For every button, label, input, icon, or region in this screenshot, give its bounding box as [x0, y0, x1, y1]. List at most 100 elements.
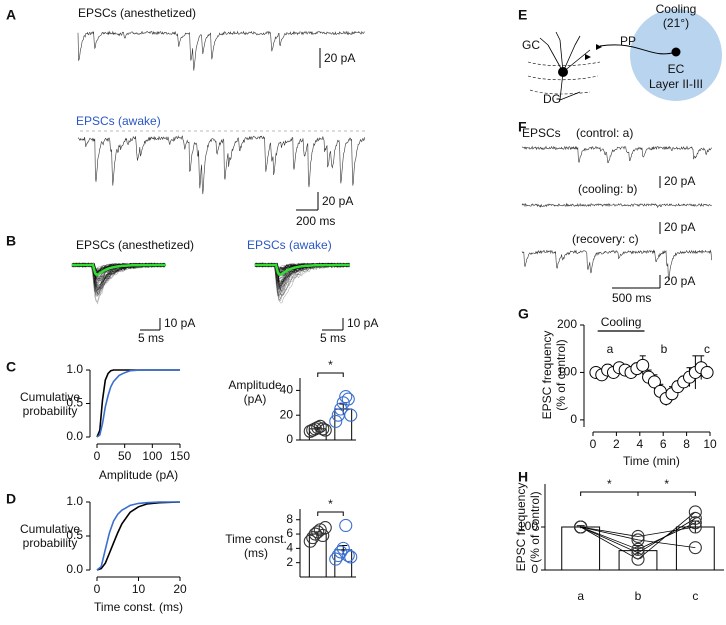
scale-label: 20 pA — [664, 274, 695, 288]
data-point — [339, 518, 353, 533]
x-tick-label: 0 — [94, 449, 101, 463]
x-tick-label: 20 — [173, 582, 187, 596]
x-tick-label: 10 — [703, 437, 717, 451]
scale-label: 10 pA — [347, 316, 378, 330]
y-tick-label: 0 — [531, 562, 538, 576]
data-point — [700, 365, 714, 379]
y-tick-label: 100 — [518, 519, 538, 533]
y-tick-label: 0.5 — [66, 528, 83, 542]
cumulative-line — [96, 501, 180, 571]
data-point — [311, 421, 325, 435]
scale-label: 10 pA — [164, 316, 195, 330]
data-point — [631, 533, 645, 547]
trace — [521, 249, 712, 280]
trace — [77, 30, 365, 71]
trace — [521, 202, 712, 209]
data-point — [341, 392, 355, 406]
diagram-label: EC — [668, 62, 685, 76]
y-axis-label: (% of control) — [554, 339, 568, 410]
y-axis-label: Time const. — [225, 532, 287, 546]
y-tick-label: 0.5 — [66, 396, 83, 410]
x-axis-label: Time (min) — [623, 454, 680, 468]
y-axis-label: (pA) — [244, 392, 267, 406]
data-point — [318, 521, 332, 535]
diagram-label: DG — [543, 92, 561, 106]
data-point — [688, 505, 702, 519]
data-point — [636, 358, 650, 372]
x-tick-label: 2 — [613, 437, 620, 451]
panel-label: C — [6, 359, 16, 375]
y-tick-label: 1.0 — [66, 494, 83, 508]
cooling-label: Cooling — [601, 315, 642, 329]
paired-line — [580, 526, 696, 548]
scale-label: 500 ms — [612, 291, 651, 305]
x-tick-label: 150 — [170, 449, 190, 463]
y-tick-label: 100 — [557, 365, 577, 379]
mean-trace — [72, 263, 166, 277]
data-point — [318, 423, 332, 437]
x-tick-label: 50 — [118, 449, 132, 463]
data-point — [336, 541, 350, 555]
data-point — [344, 408, 358, 422]
trace-label: EPSCs (awake) — [76, 114, 161, 128]
data-point — [688, 520, 702, 534]
y-tick-label: 6 — [286, 526, 293, 540]
cumulative-line — [96, 369, 180, 438]
y-tick-label: 0.0 — [66, 429, 83, 443]
diagram-label: GC — [522, 38, 540, 52]
y-tick-label: 0 — [286, 432, 293, 446]
panel-label: D — [6, 491, 16, 507]
y-tick-label: 8 — [286, 512, 293, 526]
panel-label: A — [6, 7, 16, 23]
panel-label: E — [518, 7, 527, 23]
diagram-label: Layer II-III — [649, 77, 703, 91]
x-tick-label: 10 — [132, 582, 146, 596]
data-point — [316, 422, 330, 436]
y-axis-label: (ms) — [244, 546, 268, 560]
data-point — [303, 534, 317, 548]
trace — [521, 145, 712, 164]
x-tick-label: a — [577, 589, 584, 603]
data-point — [308, 527, 322, 541]
panel-label: H — [518, 469, 528, 485]
data-point — [631, 552, 645, 566]
y-tick-label: 0.0 — [66, 562, 83, 576]
axon — [599, 44, 677, 55]
data-point — [329, 552, 343, 566]
x-tick-label: 8 — [683, 437, 690, 451]
panel-labels: A B C D E F G H — [6, 7, 529, 507]
data-point — [316, 528, 330, 543]
significance-label: * — [328, 497, 333, 511]
y-axis-label: Cumulative — [20, 390, 80, 404]
period-label: c — [704, 342, 710, 356]
x-tick-label: 6 — [660, 437, 667, 451]
data-point — [334, 402, 348, 416]
bar — [675, 526, 715, 571]
data-point — [631, 529, 645, 544]
data-point — [631, 542, 645, 556]
scale-label: 20 pA — [322, 194, 353, 208]
data-point — [341, 548, 355, 563]
x-tick-label: 0 — [94, 582, 101, 596]
period-label: a — [607, 342, 614, 356]
x-tick-label: 0 — [590, 437, 597, 451]
y-tick-label: 2 — [286, 555, 293, 569]
layers — [527, 61, 601, 95]
synapse — [585, 44, 602, 60]
trace — [77, 135, 366, 195]
data-point — [688, 516, 702, 530]
x-axis-label: Amplitude (pA) — [99, 468, 178, 482]
diagram-label: (21°) — [663, 16, 689, 30]
panel-label: G — [518, 306, 529, 322]
y-axis-label: probability — [23, 536, 78, 550]
scale-label: 20 pA — [324, 51, 355, 65]
data-point — [574, 520, 588, 534]
scale-label: 5 ms — [138, 331, 164, 345]
scale-label: 5 ms — [320, 331, 346, 345]
diagram-label: PP — [620, 34, 636, 48]
paired-line — [580, 522, 696, 550]
y-axis-label: (% of control) — [528, 491, 542, 562]
data-point — [329, 414, 343, 428]
x-tick-label: 100 — [142, 449, 162, 463]
